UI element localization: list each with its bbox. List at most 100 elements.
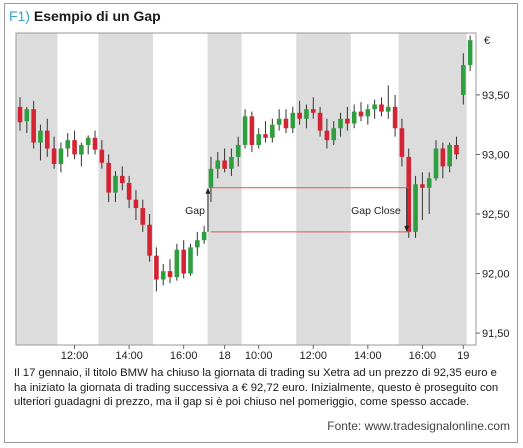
candle-body bbox=[51, 148, 57, 164]
candle-body bbox=[147, 224, 152, 256]
candle bbox=[413, 175, 418, 238]
candle-body bbox=[188, 247, 193, 274]
candle-body bbox=[120, 175, 125, 184]
candle bbox=[420, 172, 425, 220]
candle-body bbox=[454, 144, 459, 155]
candle-body bbox=[201, 231, 207, 241]
candle-body bbox=[467, 40, 473, 66]
candle-body bbox=[85, 137, 91, 145]
gap-annotation: Gap Gap Close bbox=[185, 187, 410, 233]
y-tick-label: 91,50 bbox=[482, 328, 510, 340]
candle bbox=[399, 118, 405, 167]
candle-body bbox=[310, 109, 316, 113]
candle bbox=[17, 97, 23, 131]
candle-body bbox=[413, 184, 418, 232]
candle bbox=[454, 136, 459, 160]
candle bbox=[160, 264, 166, 286]
candle bbox=[120, 166, 125, 191]
candle bbox=[174, 243, 180, 281]
candle-body bbox=[154, 255, 159, 280]
candle-body bbox=[365, 109, 371, 117]
candle bbox=[72, 130, 77, 160]
candle-body bbox=[235, 144, 241, 157]
candle bbox=[242, 109, 248, 149]
candle bbox=[133, 190, 139, 220]
candle-body bbox=[379, 104, 384, 112]
x-tick-label: 19 bbox=[457, 350, 469, 362]
candle-body bbox=[167, 271, 173, 278]
x-tick-label: 16:00 bbox=[170, 350, 198, 362]
candle-body bbox=[433, 148, 439, 179]
plot-area-border bbox=[15, 32, 477, 346]
session-bands bbox=[16, 33, 467, 345]
candle-body bbox=[276, 118, 282, 125]
candle bbox=[154, 247, 159, 292]
candle bbox=[283, 109, 289, 134]
candle-body bbox=[92, 137, 98, 150]
candle bbox=[392, 94, 398, 137]
candle-body bbox=[440, 148, 446, 167]
x-tick-label: 10:00 bbox=[245, 350, 273, 362]
candle bbox=[167, 259, 173, 284]
x-axis: 12:00 14:00 16:00 18 10:00 12:00 14:00 16:00 19 bbox=[61, 345, 469, 362]
candle bbox=[345, 106, 350, 131]
candle-body bbox=[208, 168, 214, 188]
candle bbox=[276, 109, 282, 131]
candle bbox=[467, 35, 473, 72]
gap-open-label: Gap bbox=[185, 205, 205, 217]
candle-body bbox=[229, 156, 234, 169]
candle bbox=[406, 148, 412, 238]
candle bbox=[372, 99, 377, 119]
candle bbox=[249, 111, 255, 153]
candle bbox=[201, 225, 207, 244]
candle bbox=[79, 142, 84, 167]
candle-body bbox=[406, 156, 412, 232]
gap-close-label: Gap Close bbox=[351, 205, 401, 217]
candle bbox=[208, 156, 214, 203]
candle-body bbox=[345, 118, 350, 124]
figure-source: Fonte: www.tradesignalonline.com bbox=[327, 419, 510, 433]
candle bbox=[338, 112, 343, 137]
candle-body bbox=[65, 140, 71, 149]
candle bbox=[426, 172, 432, 215]
session-band-3 bbox=[296, 33, 351, 345]
candle-body bbox=[99, 149, 105, 163]
y-tick-label: 93,00 bbox=[482, 149, 510, 161]
candle-body bbox=[392, 106, 398, 129]
candle bbox=[385, 85, 391, 119]
candle bbox=[147, 214, 152, 262]
candle bbox=[106, 154, 111, 203]
x-tick-label: 18 bbox=[218, 350, 230, 362]
candle bbox=[358, 102, 364, 122]
candle bbox=[433, 140, 439, 181]
candle-body bbox=[106, 162, 111, 193]
candle bbox=[44, 118, 50, 157]
candle bbox=[215, 152, 221, 179]
candle bbox=[317, 106, 323, 137]
session-band-0 bbox=[16, 33, 58, 345]
candle bbox=[461, 53, 466, 105]
candle-body bbox=[44, 130, 50, 149]
candle bbox=[181, 240, 186, 279]
candle bbox=[379, 97, 384, 117]
candle-body bbox=[140, 208, 146, 225]
candle-body bbox=[181, 249, 186, 274]
candle bbox=[331, 121, 337, 145]
candle bbox=[290, 106, 296, 134]
candle bbox=[140, 199, 146, 232]
candle-body bbox=[399, 128, 405, 157]
candle-body bbox=[38, 130, 43, 143]
candle-body bbox=[256, 134, 261, 145]
candle bbox=[365, 104, 371, 125]
candle-body bbox=[58, 148, 64, 164]
y-tick-label: 92,00 bbox=[482, 269, 510, 281]
session-band-2 bbox=[207, 33, 242, 345]
candle bbox=[113, 171, 118, 203]
candle-body bbox=[113, 175, 118, 193]
candle-body bbox=[461, 65, 466, 95]
candle bbox=[126, 175, 132, 209]
candle bbox=[263, 121, 268, 143]
candle-body bbox=[331, 128, 337, 141]
candle bbox=[229, 148, 234, 176]
candle bbox=[65, 133, 71, 157]
